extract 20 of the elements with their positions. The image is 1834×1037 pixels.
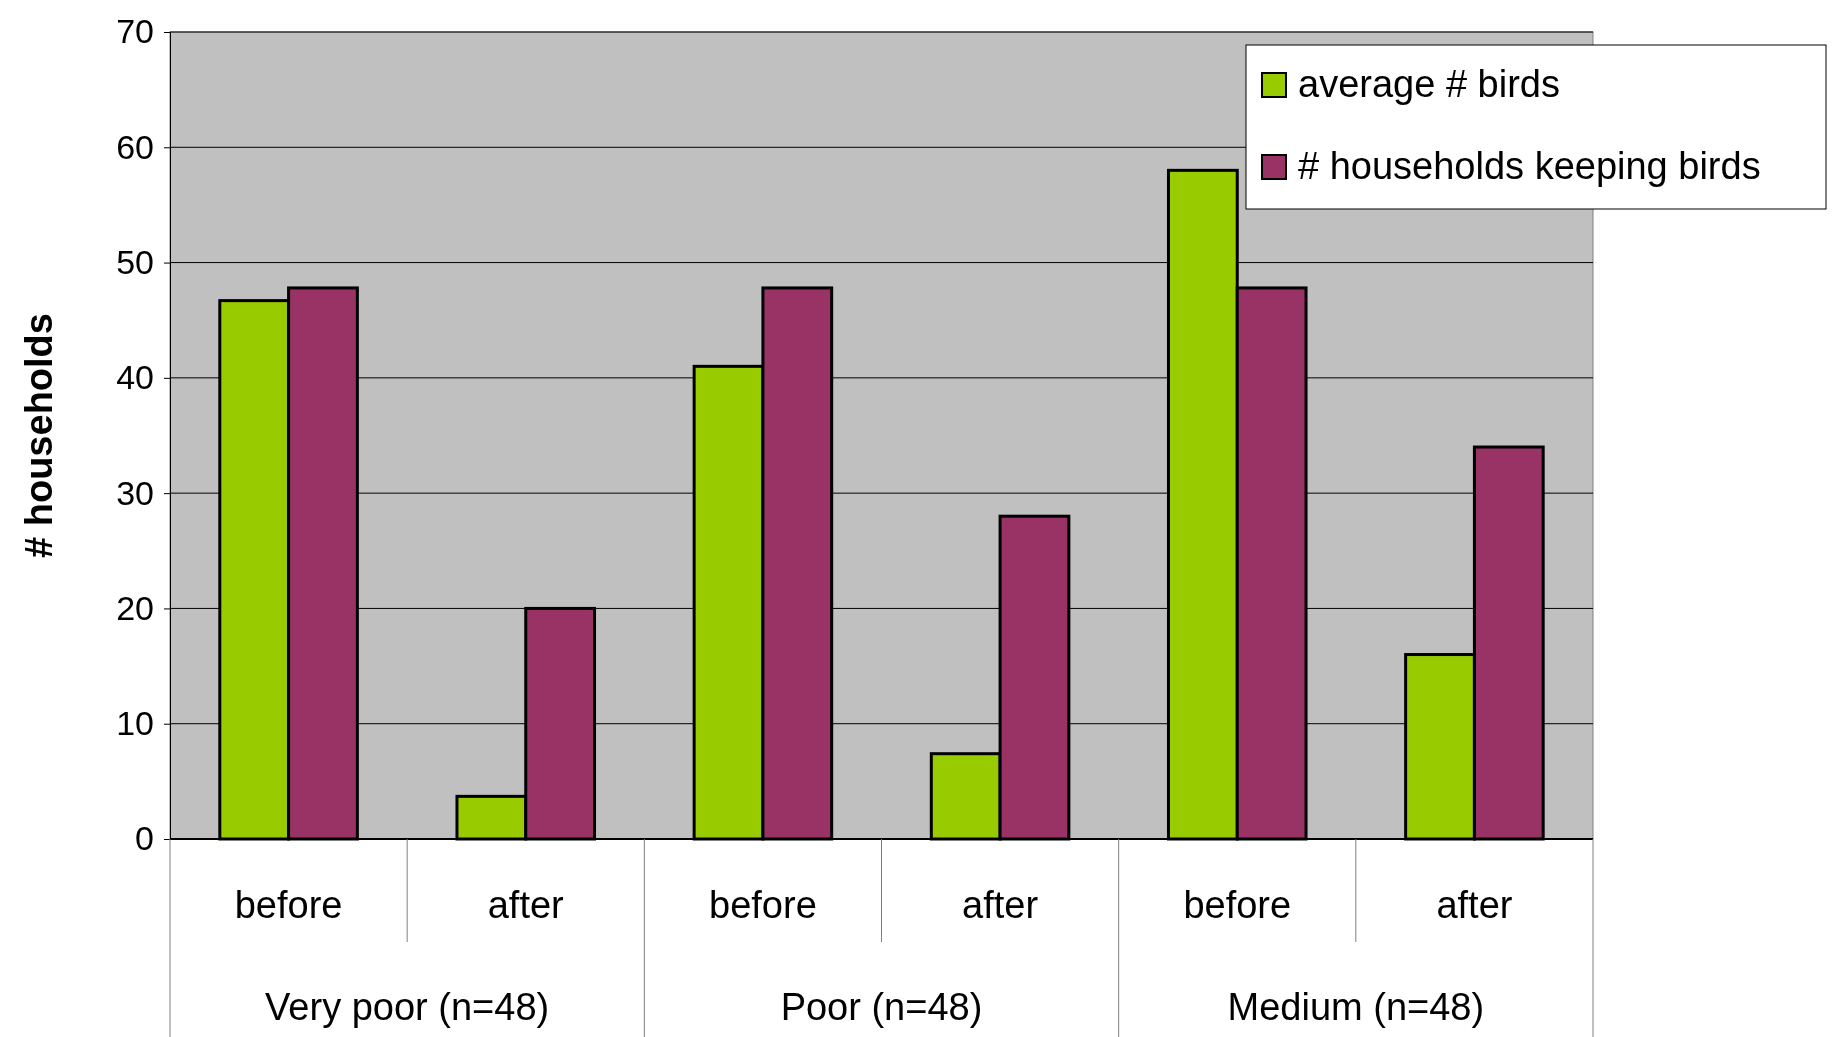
y-tick-label: 70 xyxy=(116,12,154,51)
y-tick-label: 40 xyxy=(116,358,154,397)
legend-label: # households keeping birds xyxy=(1298,145,1761,187)
x-tick-label: after xyxy=(487,884,565,926)
y-tick-label: 30 xyxy=(116,473,154,512)
text: Very poor (n=48) xyxy=(265,986,550,1028)
x-tick-label: after xyxy=(1436,884,1513,926)
y-tick-label: 0 xyxy=(135,819,154,858)
x-tick-label: before xyxy=(709,884,817,926)
text: Medium (n=48) xyxy=(1227,986,1485,1028)
legend-label: average # birds xyxy=(1298,63,1560,105)
x-tick-label: before xyxy=(234,884,343,926)
x-tick-label: before xyxy=(1183,884,1292,926)
y-tick-label: 10 xyxy=(116,704,154,743)
y-tick-label: 20 xyxy=(116,588,154,627)
x-tick-label: after xyxy=(962,884,1039,926)
y-axis-title: # households xyxy=(18,313,60,558)
y-tick-label: 50 xyxy=(116,242,154,281)
y-tick-label: 60 xyxy=(116,127,154,166)
text: Poor (n=48) xyxy=(780,986,983,1028)
